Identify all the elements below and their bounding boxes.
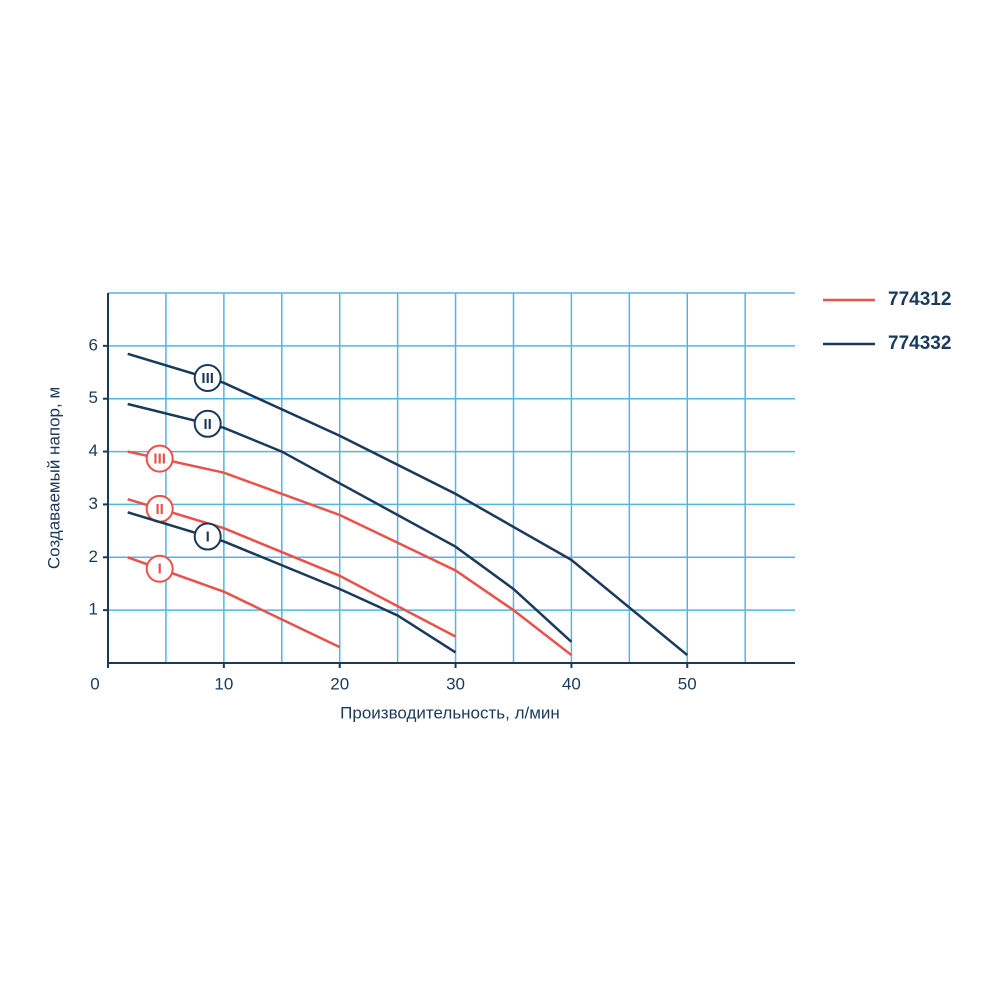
curve-label: II [156, 501, 164, 518]
x-tick-label: 40 [562, 674, 581, 693]
y-tick-label: 2 [89, 547, 98, 566]
x-tick-label: 50 [678, 674, 697, 693]
x-tick-label: 0 [90, 674, 99, 693]
y-tick-label: 6 [89, 335, 98, 354]
curve-label: III [153, 451, 166, 468]
curve-label: I [158, 561, 162, 578]
curve-label: II [204, 416, 212, 433]
curve-label: III [201, 370, 214, 387]
x-tick-label: 20 [330, 674, 349, 693]
y-tick-label: 4 [89, 441, 98, 460]
curve [127, 402, 573, 643]
curve-label-circle [145, 554, 174, 583]
y-tick-label: 5 [89, 388, 98, 407]
legend-label: 774312 [888, 289, 951, 310]
curve [127, 450, 573, 657]
y-axis-title: Создаваемый напор, м [44, 387, 63, 569]
curve-label-circle [145, 444, 174, 473]
curve-label-circle [193, 363, 222, 392]
x-tick-label: 10 [214, 674, 233, 693]
curve [127, 511, 457, 654]
curve-label: I [206, 529, 210, 546]
y-tick-label: 1 [89, 600, 98, 619]
x-tick-label: 30 [446, 674, 465, 693]
curve [127, 497, 457, 638]
x-axis-title: Производительность, л/мин [340, 703, 560, 722]
curve-label-circle [193, 522, 222, 551]
y-tick-label: 3 [89, 494, 98, 513]
curve-label-circle [193, 409, 222, 438]
legend-label: 774332 [888, 333, 951, 354]
